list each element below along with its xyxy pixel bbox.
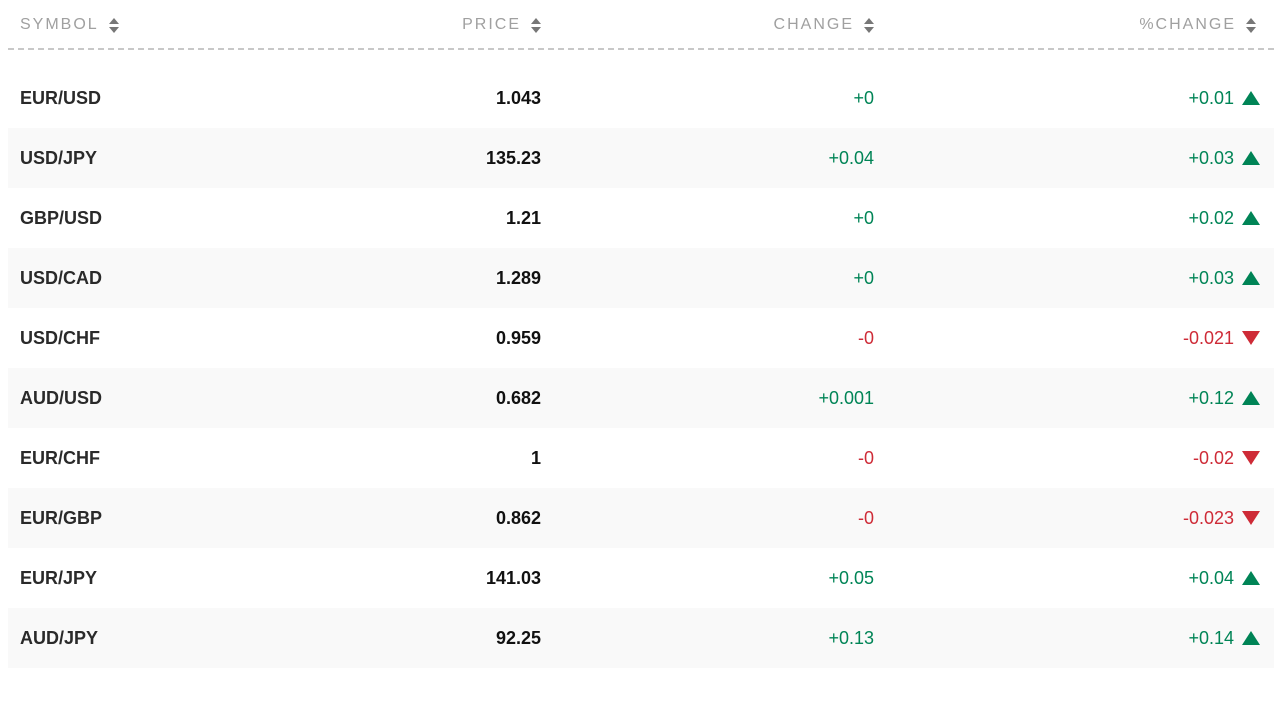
- sort-icon: [864, 18, 874, 33]
- pchange-value: +0.03: [1188, 148, 1234, 169]
- table-row[interactable]: EUR/USD1.043+0 +0.01: [8, 68, 1274, 128]
- column-header-change[interactable]: CHANGE: [541, 16, 874, 34]
- pchange-value: +0.14: [1188, 628, 1234, 649]
- cell-symbol: EUR/CHF: [8, 448, 208, 469]
- cell-price: 1: [208, 448, 541, 469]
- cell-change: +0: [541, 208, 874, 229]
- triangle-down-icon: [1242, 331, 1260, 345]
- table-row[interactable]: USD/CHF0.959-0 -0.021: [8, 308, 1274, 368]
- cell-price: 135.23: [208, 148, 541, 169]
- cell-symbol: USD/CAD: [8, 268, 208, 289]
- cell-change: +0.04: [541, 148, 874, 169]
- table-row[interactable]: EUR/CHF1-0 -0.02: [8, 428, 1274, 488]
- table-row[interactable]: EUR/GBP0.862-0 -0.023: [8, 488, 1274, 548]
- cell-symbol: EUR/GBP: [8, 508, 208, 529]
- cell-pchange: +0.03: [874, 148, 1274, 169]
- cell-pchange: -0.023: [874, 508, 1274, 529]
- triangle-up-icon: [1242, 631, 1260, 645]
- cell-change: -0: [541, 508, 874, 529]
- triangle-up-icon: [1242, 271, 1260, 285]
- cell-pchange: -0.02: [874, 448, 1274, 469]
- triangle-up-icon: [1242, 151, 1260, 165]
- cell-change: -0: [541, 448, 874, 469]
- cell-symbol: EUR/JPY: [8, 568, 208, 589]
- table-row[interactable]: GBP/USD1.21+0 +0.02: [8, 188, 1274, 248]
- cell-change: +0.001: [541, 388, 874, 409]
- cell-change: +0.05: [541, 568, 874, 589]
- pchange-value: +0.03: [1188, 268, 1234, 289]
- column-header-symbol[interactable]: SYMBOL: [8, 16, 208, 34]
- cell-pchange: +0.12: [874, 388, 1274, 409]
- triangle-up-icon: [1242, 91, 1260, 105]
- table-row[interactable]: AUD/USD0.682+0.001 +0.12: [8, 368, 1274, 428]
- pchange-value: +0.04: [1188, 568, 1234, 589]
- cell-price: 1.21: [208, 208, 541, 229]
- column-header-label: SYMBOL: [20, 16, 99, 34]
- sort-icon: [109, 18, 119, 33]
- triangle-up-icon: [1242, 391, 1260, 405]
- cell-pchange: +0.14: [874, 628, 1274, 649]
- sort-icon: [1246, 18, 1256, 33]
- pchange-value: +0.02: [1188, 208, 1234, 229]
- cell-change: +0: [541, 268, 874, 289]
- column-header-label: CHANGE: [774, 16, 854, 34]
- pchange-value: -0.02: [1193, 448, 1234, 469]
- cell-price: 0.682: [208, 388, 541, 409]
- header-divider: [8, 48, 1274, 50]
- cell-price: 92.25: [208, 628, 541, 649]
- cell-pchange: +0.01: [874, 88, 1274, 109]
- cell-symbol: USD/CHF: [8, 328, 208, 349]
- triangle-down-icon: [1242, 511, 1260, 525]
- forex-table: SYMBOL PRICE CHANGE %CHANGE: [8, 8, 1274, 668]
- triangle-down-icon: [1242, 451, 1260, 465]
- pchange-value: -0.023: [1183, 508, 1234, 529]
- cell-pchange: -0.021: [874, 328, 1274, 349]
- table-row[interactable]: USD/JPY135.23+0.04 +0.03: [8, 128, 1274, 188]
- cell-pchange: +0.02: [874, 208, 1274, 229]
- pchange-value: +0.01: [1188, 88, 1234, 109]
- cell-symbol: GBP/USD: [8, 208, 208, 229]
- triangle-up-icon: [1242, 571, 1260, 585]
- sort-icon: [531, 18, 541, 33]
- cell-price: 0.959: [208, 328, 541, 349]
- cell-price: 1.289: [208, 268, 541, 289]
- cell-symbol: AUD/USD: [8, 388, 208, 409]
- pchange-value: +0.12: [1188, 388, 1234, 409]
- cell-symbol: AUD/JPY: [8, 628, 208, 649]
- cell-symbol: EUR/USD: [8, 88, 208, 109]
- cell-change: +0: [541, 88, 874, 109]
- pchange-value: -0.021: [1183, 328, 1234, 349]
- cell-change: +0.13: [541, 628, 874, 649]
- table-row[interactable]: USD/CAD1.289+0 +0.03: [8, 248, 1274, 308]
- cell-pchange: +0.03: [874, 268, 1274, 289]
- triangle-up-icon: [1242, 211, 1260, 225]
- column-header-label: PRICE: [462, 16, 521, 34]
- table-body: EUR/USD1.043+0+0.01USD/JPY135.23+0.04+0.…: [8, 68, 1274, 668]
- cell-price: 141.03: [208, 568, 541, 589]
- table-row[interactable]: EUR/JPY141.03+0.05 +0.04: [8, 548, 1274, 608]
- cell-change: -0: [541, 328, 874, 349]
- cell-pchange: +0.04: [874, 568, 1274, 589]
- cell-price: 0.862: [208, 508, 541, 529]
- table-header-row: SYMBOL PRICE CHANGE %CHANGE: [8, 8, 1274, 48]
- cell-symbol: USD/JPY: [8, 148, 208, 169]
- column-header-pchange[interactable]: %CHANGE: [874, 16, 1274, 34]
- column-header-label: %CHANGE: [1139, 16, 1236, 34]
- cell-price: 1.043: [208, 88, 541, 109]
- table-row[interactable]: AUD/JPY92.25+0.13 +0.14: [8, 608, 1274, 668]
- column-header-price[interactable]: PRICE: [208, 16, 541, 34]
